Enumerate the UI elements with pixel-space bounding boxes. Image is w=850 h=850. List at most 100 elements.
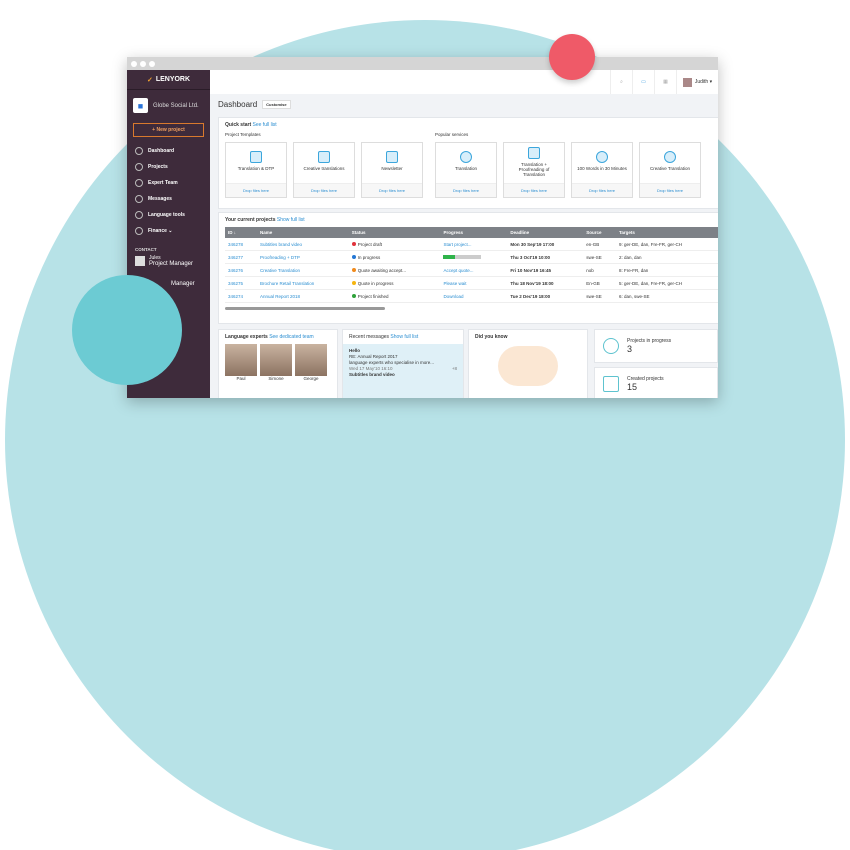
column-header[interactable]: Targets bbox=[615, 227, 718, 238]
progress-action[interactable]: Accept quote... bbox=[443, 267, 474, 273]
service-card[interactable]: 100 Words in 30 Minutes Drop files here bbox=[571, 142, 633, 198]
column-header[interactable]: Deadline bbox=[507, 227, 584, 238]
translation-icon bbox=[460, 151, 472, 163]
progress-action[interactable]: Please wait bbox=[443, 280, 467, 286]
card-label: Translation + Proofreading of Translatio… bbox=[518, 162, 550, 177]
card-label: Translation & DTP bbox=[237, 166, 275, 171]
table-row[interactable]: 346278 Subtitles brand video Project draft… bbox=[225, 238, 718, 251]
show-full-list-link[interactable]: Show full list bbox=[390, 334, 419, 340]
target-languages: 9: ger-DE, dan, Fre-FR, ger-CH bbox=[615, 238, 718, 251]
stat-card[interactable]: Created projects 15 bbox=[594, 367, 718, 398]
project-name[interactable]: Proofreading + DTP bbox=[257, 250, 349, 264]
projects-panel: Your current projects Show full list ID … bbox=[218, 212, 718, 324]
user-menu[interactable]: Judith ▾ bbox=[676, 70, 718, 94]
horizontal-scrollbar[interactable] bbox=[225, 307, 385, 310]
template-card[interactable]: Creative translations Drop files here bbox=[293, 142, 355, 198]
logo[interactable]: ✓ LENYORK bbox=[127, 70, 210, 90]
participant-count: +8 bbox=[451, 366, 457, 371]
sidebar-item-dashboard[interactable]: Dashboard bbox=[127, 143, 210, 159]
table-row[interactable]: 346276 Creative Translation Quote awaiting… bbox=[225, 263, 718, 277]
column-header[interactable]: Progress bbox=[440, 227, 508, 238]
main-content: Dashboard Customise Quick start See full … bbox=[218, 97, 718, 398]
message-time: Wed 17 May'10 16:10 bbox=[349, 366, 393, 371]
see-dedicated-team-link[interactable]: See dedicated team bbox=[269, 334, 314, 340]
dashboard-icon bbox=[135, 147, 143, 155]
template-icon bbox=[386, 151, 398, 163]
sidebar-item-projects[interactable]: Projects bbox=[127, 159, 210, 175]
project-id[interactable]: 346277 bbox=[225, 250, 257, 264]
user-name: Judith ▾ bbox=[694, 79, 713, 85]
project-id[interactable]: 346276 bbox=[225, 263, 257, 277]
status-text: Project finished bbox=[357, 293, 389, 299]
message-item[interactable]: Hello RE: Annual Report 2017 language expe… bbox=[343, 344, 463, 398]
show-full-list-link[interactable]: Show full list bbox=[276, 217, 305, 223]
window-dot[interactable] bbox=[131, 60, 137, 67]
stat-value: 3 bbox=[627, 344, 633, 354]
project-name[interactable]: Brochure Retail Translation bbox=[257, 276, 349, 290]
template-card[interactable]: Newsletter Drop files here bbox=[361, 142, 423, 198]
project-id[interactable]: 346275 bbox=[225, 276, 257, 290]
contact-item[interactable]: Manager bbox=[127, 281, 210, 287]
quick-start-heading: Quick start bbox=[225, 122, 252, 128]
nav-label: Projects bbox=[148, 164, 168, 170]
deadline: Thu 18 Nov'19 18:00 bbox=[507, 276, 584, 290]
project-id[interactable]: 346278 bbox=[225, 238, 257, 251]
drop-files-link[interactable]: Drop files here bbox=[362, 183, 422, 197]
project-id[interactable]: 346274 bbox=[225, 289, 257, 303]
service-card[interactable]: Translation Drop files here bbox=[435, 142, 497, 198]
stat-card[interactable]: Projects in progress 3 bbox=[594, 329, 718, 363]
deadline: Tue 2 Dec'19 18:00 bbox=[507, 289, 584, 303]
service-card[interactable]: Translation + Proofreading of Translatio… bbox=[503, 142, 565, 198]
drop-files-link[interactable]: Drop files here bbox=[640, 183, 700, 197]
source-language: swe-SE bbox=[583, 250, 616, 264]
expert-card[interactable]: Simone bbox=[260, 344, 292, 381]
progress-action[interactable]: Download bbox=[443, 293, 464, 299]
drop-files-link[interactable]: Drop files here bbox=[226, 183, 286, 197]
message-icon bbox=[135, 195, 143, 203]
progress-action[interactable]: Start project... bbox=[443, 241, 472, 247]
service-card[interactable]: Creative Translation Drop files here bbox=[639, 142, 701, 198]
column-header[interactable]: ID ↓ bbox=[225, 227, 257, 238]
column-header[interactable]: Name bbox=[257, 227, 349, 238]
customise-button[interactable]: Customise bbox=[262, 99, 291, 109]
template-card[interactable]: Translation & DTP Drop files here bbox=[225, 142, 287, 198]
progress-bar bbox=[443, 254, 482, 259]
column-header[interactable]: Status bbox=[348, 227, 441, 238]
nav-label: Expert Team bbox=[148, 180, 178, 186]
new-project-button[interactable]: + New project bbox=[133, 123, 204, 137]
table-row[interactable]: 346275 Brochure Retail Translation Quote i… bbox=[225, 276, 718, 290]
contact-item[interactable]: Jules Project Manager bbox=[127, 255, 210, 267]
drop-files-link[interactable]: Drop files here bbox=[436, 183, 496, 197]
see-full-list-link[interactable]: See full list bbox=[252, 122, 277, 128]
table-row[interactable]: 346277 Proofreading + DTP In progress Thu 3… bbox=[225, 250, 718, 264]
source-language: swe-SE bbox=[583, 289, 616, 303]
sidebar-item-language-tools[interactable]: Language tools bbox=[127, 207, 210, 223]
chat-badge-icon[interactable]: ▭ bbox=[632, 70, 654, 94]
decorative-red-circle bbox=[549, 34, 595, 80]
calendar-icon[interactable]: ▦ bbox=[654, 70, 676, 94]
project-status: Project draft bbox=[348, 238, 441, 251]
logo-text: LENYORK bbox=[155, 76, 191, 83]
proofreading-icon bbox=[528, 147, 540, 159]
drop-files-link[interactable]: Drop files here bbox=[294, 183, 354, 197]
sidebar-item-finance[interactable]: Finance ⌄ bbox=[127, 223, 210, 239]
project-name[interactable]: Subtitles brand video bbox=[257, 238, 349, 251]
column-header[interactable]: Source bbox=[583, 227, 616, 238]
search-icon[interactable]: ⌕ bbox=[610, 70, 632, 94]
window-dot[interactable] bbox=[149, 60, 155, 67]
drop-files-link[interactable]: Drop files here bbox=[572, 183, 632, 197]
project-name[interactable]: Annual Report 2018 bbox=[257, 289, 349, 303]
expert-card[interactable]: Paul bbox=[225, 344, 257, 381]
window-dot[interactable] bbox=[140, 60, 146, 67]
card-label: Creative Translation bbox=[649, 166, 691, 171]
expert-card[interactable]: George bbox=[295, 344, 327, 381]
expert-list: Paul Simone George bbox=[225, 344, 331, 381]
table-row[interactable]: 346274 Annual Report 2018 Project finished… bbox=[225, 289, 718, 303]
sidebar-item-expert-team[interactable]: Expert Team bbox=[127, 175, 210, 191]
project-name[interactable]: Creative Translation bbox=[257, 263, 349, 277]
org-switcher[interactable]: ■ Globe Social Ltd. bbox=[127, 90, 210, 121]
deadline: Thu 3 Oct'19 10:00 bbox=[507, 250, 584, 264]
stopwatch-icon bbox=[596, 151, 608, 163]
drop-files-link[interactable]: Drop files here bbox=[504, 183, 564, 197]
sidebar-item-messages[interactable]: Messages bbox=[127, 191, 210, 207]
